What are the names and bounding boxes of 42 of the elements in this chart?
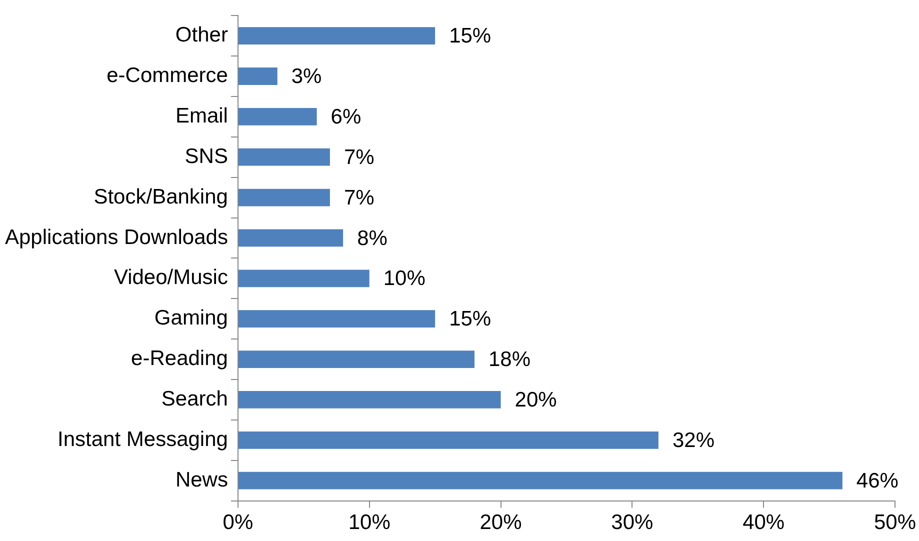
data-label: 3% <box>291 65 322 88</box>
data-label: 7% <box>344 146 374 169</box>
x-tick-label: 0% <box>222 511 254 534</box>
y-tick-label: Other <box>175 24 228 47</box>
y-tick-label: Stock/Banking <box>94 185 228 208</box>
data-label: 32% <box>672 428 714 452</box>
y-tick-label: Applications Downloads <box>4 226 228 249</box>
bar <box>238 27 436 45</box>
bar <box>238 472 842 490</box>
bar <box>238 108 317 126</box>
bar <box>238 68 278 85</box>
y-tick-label: Search <box>161 388 228 411</box>
y-tick-label: Instant Messaging <box>58 428 228 451</box>
y-tick-label: Gaming <box>154 306 228 330</box>
bar <box>238 188 330 206</box>
bar <box>238 431 658 449</box>
bar <box>238 391 501 408</box>
y-tick-label: Email <box>175 104 228 128</box>
data-label: 10% <box>383 267 426 290</box>
data-label: 15% <box>449 308 492 331</box>
data-label: 6% <box>330 105 362 128</box>
x-tick-label: 30% <box>611 511 654 534</box>
bar <box>238 310 436 328</box>
y-tick-label: Video/Music <box>114 266 228 290</box>
data-label: 46% <box>856 469 898 492</box>
data-label: 18% <box>488 348 531 372</box>
bar <box>238 350 474 368</box>
data-label: 20% <box>514 388 557 412</box>
bar <box>238 270 370 288</box>
data-label: 7% <box>344 186 374 210</box>
x-tick-label: 50% <box>874 511 916 534</box>
y-tick-label: e-Commerce <box>106 64 228 88</box>
y-tick-label: News <box>175 468 228 492</box>
data-label: 15% <box>449 24 492 48</box>
bar <box>238 229 344 247</box>
y-tick-label: e-Reading <box>131 347 228 370</box>
x-tick-label: 40% <box>742 511 785 534</box>
data-label: 8% <box>357 226 388 250</box>
bar <box>238 148 330 166</box>
x-tick-label: 20% <box>480 511 522 534</box>
y-tick-label: SNS <box>184 144 228 168</box>
x-tick-label: 10% <box>348 511 390 534</box>
